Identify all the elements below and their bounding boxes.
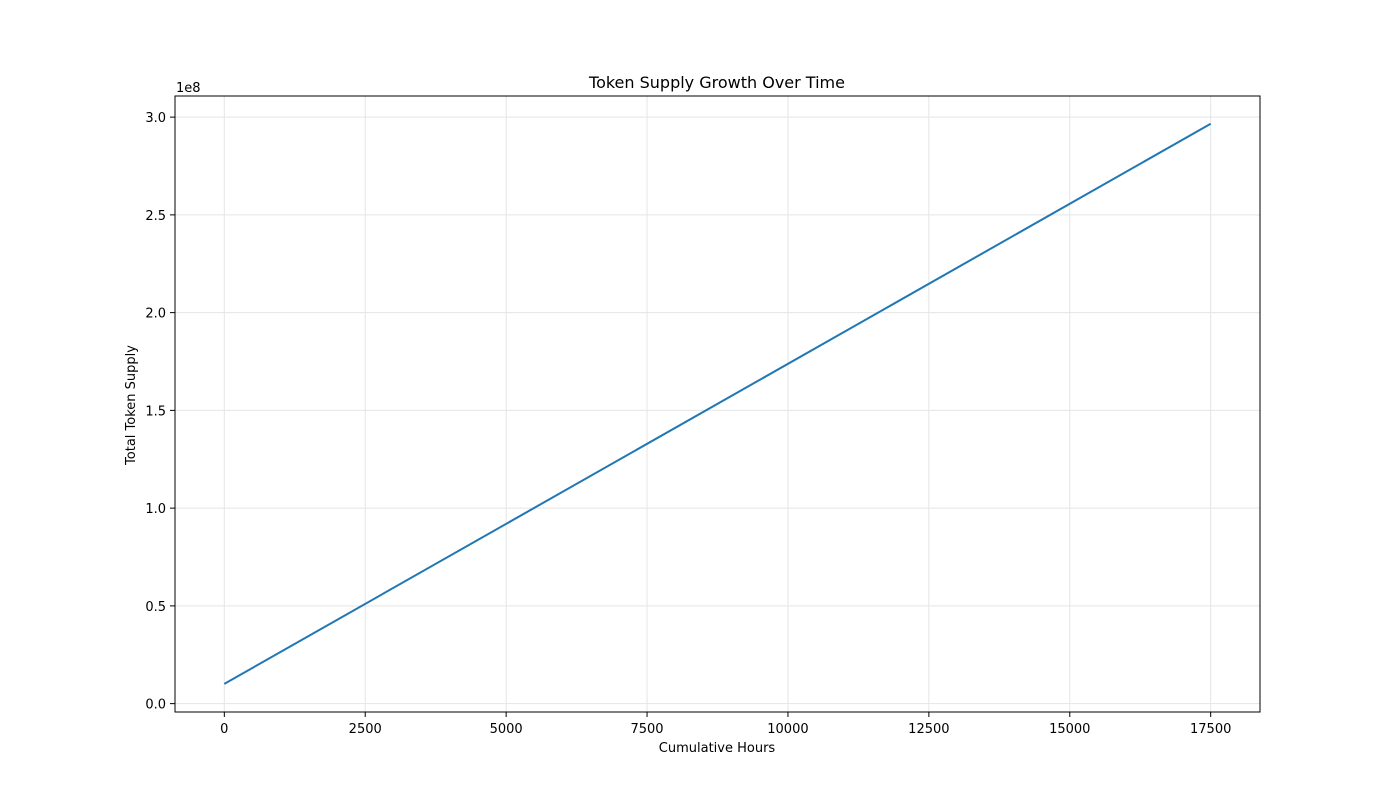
y-tick-label: 0.5 <box>145 600 166 615</box>
grid <box>175 96 1260 712</box>
y-axis-offset-label: 1e8 <box>176 81 201 96</box>
series-line <box>223 122 1212 685</box>
x-tick-label: 15000 <box>1049 722 1090 737</box>
x-axis-ticks: 0 2500 5000 7500 10000 12500 15000 17500 <box>220 712 1231 737</box>
x-tick-label: 5000 <box>490 722 523 737</box>
x-tick-label: 12500 <box>908 722 949 737</box>
series-layer <box>223 122 1212 685</box>
chart-title: Token Supply Growth Over Time <box>588 73 845 92</box>
x-tick-label: 2500 <box>349 722 382 737</box>
y-axis-label: Total Token Supply <box>124 345 139 466</box>
plot-frame <box>174 95 1261 713</box>
y-tick-label: 2.0 <box>145 307 166 322</box>
x-axis-label: Cumulative Hours <box>659 741 776 756</box>
y-tick-label: 3.0 <box>145 111 166 126</box>
y-tick-label: 1.5 <box>145 404 166 419</box>
x-tick-label: 10000 <box>767 722 808 737</box>
y-axis-ticks: 0.0 0.5 1.0 1.5 2.0 2.5 3.0 <box>145 111 175 713</box>
y-tick-label: 1.0 <box>145 502 166 517</box>
x-tick-label: 7500 <box>630 722 663 737</box>
x-tick-label: 0 <box>220 722 228 737</box>
y-tick-label: 0.0 <box>145 698 166 713</box>
y-tick-label: 2.5 <box>145 209 166 224</box>
x-tick-label: 17500 <box>1190 722 1231 737</box>
